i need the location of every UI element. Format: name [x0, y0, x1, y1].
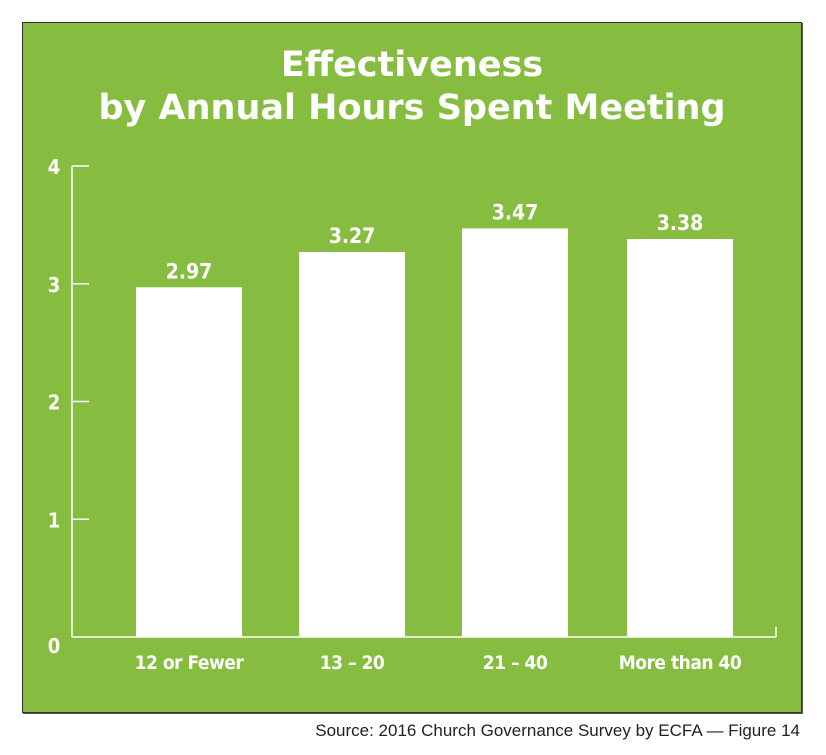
y-tick-label: 3 [48, 273, 61, 297]
y-tick-label: 4 [48, 155, 61, 179]
x-tick-label: More than 40 [619, 652, 742, 674]
x-tick-label: 12 or Fewer [135, 652, 245, 674]
chart-title: Effectiveness by Annual Hours Spent Meet… [22, 44, 802, 130]
bar [462, 228, 568, 637]
bar [627, 239, 733, 637]
y-tick-label: 0 [48, 634, 61, 658]
source-caption: Source: 2016 Church Governance Survey by… [315, 721, 800, 740]
y-tick-label: 1 [48, 508, 61, 532]
bar [299, 251, 405, 637]
x-tick-label: 21 – 40 [483, 652, 548, 674]
data-label: 3.27 [329, 224, 376, 248]
x-tick-label: 13 – 20 [320, 652, 385, 674]
data-label: 3.38 [657, 211, 704, 235]
title-line-2: by Annual Hours Spent Meeting [98, 88, 726, 128]
bar [136, 287, 242, 637]
y-tick-label: 2 [48, 391, 61, 415]
data-label: 3.47 [492, 200, 539, 224]
title-line-1: Effectiveness [280, 45, 544, 85]
data-label: 2.97 [166, 259, 213, 283]
